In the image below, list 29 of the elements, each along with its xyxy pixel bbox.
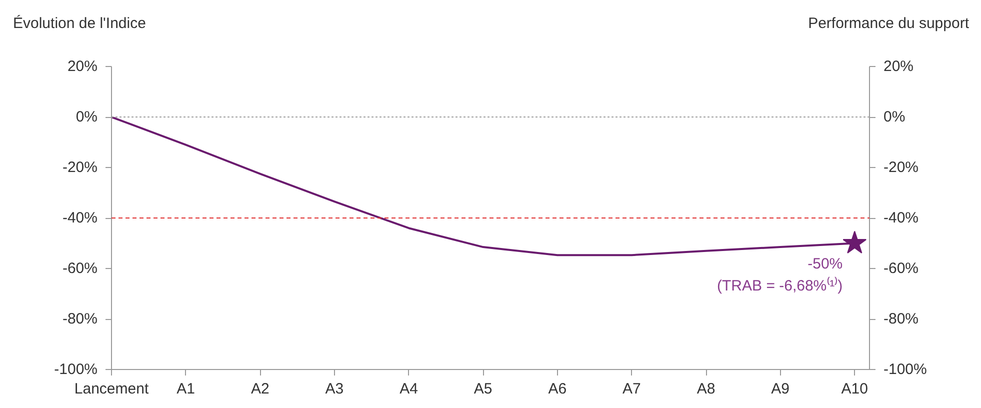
y2-tick-label: -40%: [884, 210, 919, 226]
x-tick-label: A10: [841, 380, 868, 398]
x-tick-label: Lancement: [74, 380, 150, 398]
y-tick-label: -20%: [62, 159, 98, 176]
x-tick-label: A8: [696, 380, 716, 398]
y2-tick-label: -20%: [884, 159, 919, 176]
y2-tick-label: 0%: [884, 108, 906, 126]
annotation: (TRAB = -6,68%⁽¹⁾): [717, 276, 843, 294]
y2-axis-title: Performance du support: [808, 14, 969, 34]
y-tick-label: -60%: [62, 260, 98, 277]
x-tick-label: A4: [400, 380, 418, 398]
y2-tick-label: -60%: [884, 260, 919, 277]
annotation: -50%: [808, 255, 843, 272]
x-tick-label: A9: [771, 380, 790, 398]
x-tick-label: A6: [548, 380, 567, 398]
y2-tick-label: -100%: [884, 361, 927, 378]
y2-tick-label: 20%: [884, 58, 914, 75]
y-tick-label: 20%: [67, 58, 98, 75]
x-tick-label: A3: [325, 380, 344, 398]
x-tick-label: A2: [250, 380, 270, 398]
y-tick-label: -80%: [62, 310, 98, 328]
y-tick-label: -40%: [62, 210, 98, 226]
y-tick-label: -100%: [54, 361, 98, 378]
x-tick-label: A5: [474, 380, 492, 398]
x-tick-label: A7: [622, 380, 641, 398]
x-tick-label: A1: [176, 380, 195, 398]
y2-tick-label: -80%: [884, 310, 919, 328]
y-axis-title: Évolution de l'Indice: [13, 14, 146, 34]
y-tick-label: 0%: [76, 108, 98, 126]
